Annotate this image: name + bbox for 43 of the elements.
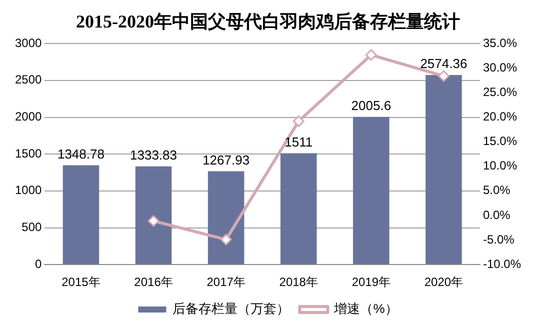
x-tick-label: 2019年 — [352, 275, 391, 290]
data-label: 1348.78 — [57, 146, 104, 162]
y2-tick-label: 15.0% — [482, 134, 518, 148]
bar — [62, 165, 100, 264]
y2-tick-label: -10.0% — [482, 256, 522, 271]
point — [438, 70, 450, 82]
point — [365, 49, 377, 61]
x-tick-label: 2018年 — [279, 275, 318, 290]
x-tick-label: 2015年 — [62, 275, 100, 290]
y-tick-label: 500 — [22, 220, 42, 234]
bar — [280, 153, 317, 264]
bar — [426, 74, 462, 264]
x-tick-label: 2017年 — [206, 275, 246, 290]
y2-tick-label: 25.0% — [482, 85, 518, 100]
y-tick-label: 1500 — [14, 146, 42, 160]
y2-tick-label: 0.0% — [482, 208, 511, 222]
bar — [208, 171, 244, 264]
y2-tick-label: 35.0% — [482, 36, 518, 50]
point — [148, 215, 160, 227]
x-tick-label: 2016年 — [134, 275, 173, 290]
bar — [353, 116, 390, 264]
legend-label: 后备存栏量（万套） — [172, 301, 290, 316]
y2-tick-label: 5.0% — [482, 183, 511, 198]
x-tick-label: 2020年 — [424, 275, 464, 290]
bar — [135, 166, 172, 264]
data-label: 1267.93 — [202, 152, 250, 168]
data-label: 1333.83 — [130, 147, 178, 162]
y2-tick-label: 20.0% — [482, 110, 518, 124]
y-tick-label: 0 — [35, 256, 42, 271]
y2-tick-label: -5.0% — [482, 232, 515, 246]
y2-tick-label: 30.0% — [482, 60, 518, 74]
y2-tick-label: 10.0% — [482, 158, 518, 173]
data-label: 2574.36 — [420, 56, 468, 72]
y-tick-label: 2000 — [14, 110, 42, 124]
point — [220, 234, 232, 246]
data-label: 1511 — [284, 134, 313, 150]
y-tick-label: 2500 — [14, 72, 42, 87]
y-tick-label: 1000 — [14, 183, 42, 198]
point — [292, 115, 304, 127]
legend-label: 增速（%） — [333, 301, 398, 316]
chart-title: 2015-2020年中国父母代白羽肉鸡后备存栏量统计 — [76, 11, 460, 32]
y-tick-label: 3000 — [14, 36, 42, 50]
data-label: 2005.6 — [351, 98, 392, 113]
